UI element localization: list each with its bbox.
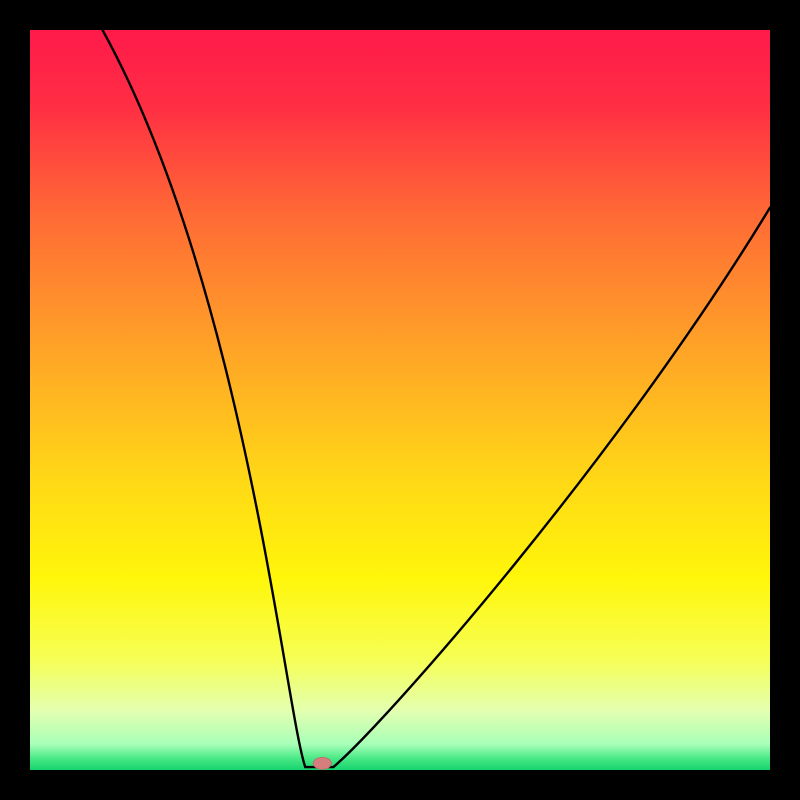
bottleneck-curve-chart [0,0,800,800]
chart-plot-bg [30,30,770,770]
optimal-point-marker [313,757,331,769]
chart-stage: TheBottleneck.com [0,0,800,800]
